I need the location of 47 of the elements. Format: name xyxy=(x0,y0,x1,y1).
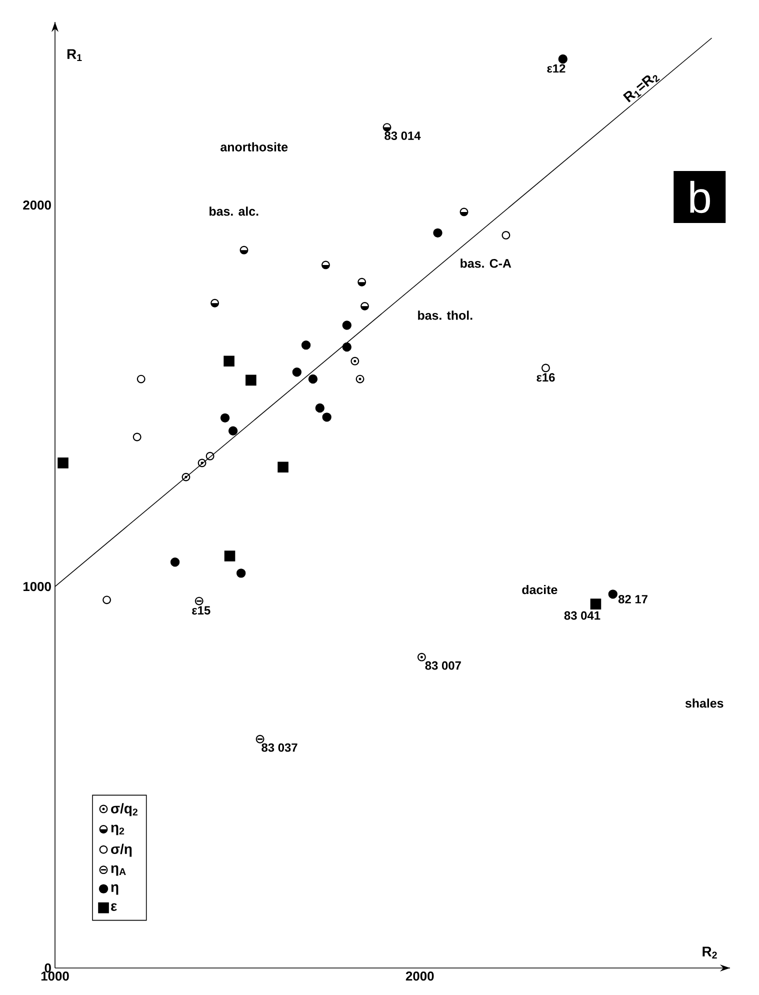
point xyxy=(433,228,442,238)
y-tick-label: 1000 xyxy=(23,582,51,592)
point xyxy=(342,342,352,352)
point xyxy=(236,568,246,578)
point xyxy=(308,374,318,384)
legend-label: σ/q$_{2}$ xyxy=(111,803,138,816)
point xyxy=(301,340,311,350)
annotation: bas. thol. xyxy=(418,310,472,320)
point xyxy=(228,426,238,436)
annotation: ε16 xyxy=(536,373,555,382)
point xyxy=(315,403,324,413)
x-axis-title: R$_{2}$ xyxy=(702,946,717,958)
legend-label: η$_{A}$ xyxy=(111,865,126,876)
annotation: 82 17 xyxy=(618,594,648,604)
point xyxy=(342,320,352,330)
annotation: b xyxy=(690,180,710,214)
annotation: shales xyxy=(685,698,724,708)
annotation: 83 037 xyxy=(262,743,298,752)
legend-label: ε xyxy=(111,903,117,911)
annotation: 83 014 xyxy=(384,131,421,140)
annotation: bas. alc. xyxy=(210,206,258,216)
y-axis-title: R$_{1}$ xyxy=(67,49,82,61)
annotation: bas. C-A xyxy=(460,258,512,268)
point xyxy=(322,412,332,422)
text: R$_{1}$=R$_{2}$ xyxy=(622,75,660,102)
legend-label: η xyxy=(111,884,118,895)
point xyxy=(220,413,230,423)
annotation: 83 007 xyxy=(425,661,461,670)
point xyxy=(608,590,618,599)
point xyxy=(292,368,302,377)
point xyxy=(170,558,180,567)
legend-label: σ/η xyxy=(111,844,132,857)
point xyxy=(246,374,256,386)
point xyxy=(558,54,568,64)
point xyxy=(224,550,236,562)
point xyxy=(590,598,602,610)
y-tick-label: 0 xyxy=(44,963,51,973)
point xyxy=(224,356,234,366)
annotation: dacite xyxy=(522,585,558,594)
y-tick-label: 2000 xyxy=(23,200,51,210)
annotation: 83 041 xyxy=(564,611,600,620)
annotation: anorthosite xyxy=(220,142,288,152)
point xyxy=(278,462,288,473)
annotation: ε12 xyxy=(547,64,566,73)
legend-label: η$_{2}$ xyxy=(111,824,124,836)
point xyxy=(58,458,68,468)
annotation: ε15 xyxy=(192,606,210,615)
